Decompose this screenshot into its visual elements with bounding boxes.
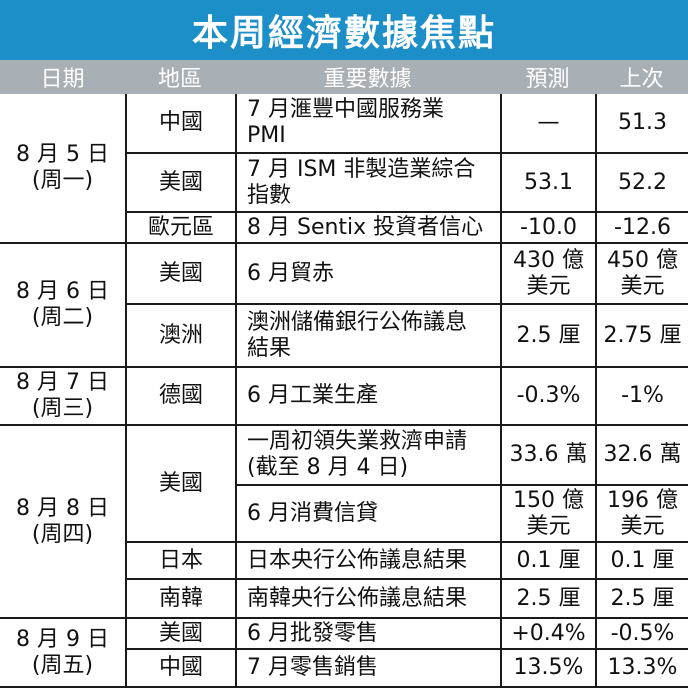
previous-cell: 2.5 厘 <box>610 585 675 611</box>
previous-cell: -12.6 <box>614 214 671 240</box>
data-item-cell: 澳洲儲備銀行公佈議息 結果 <box>247 309 468 361</box>
forecast-cell: 33.6 萬 <box>509 442 588 467</box>
data-item-cell: 6 月貿赤 <box>247 260 334 286</box>
header-data: 重要數據 <box>323 67 412 92</box>
page-title: 本周經濟數據焦點 <box>0 0 688 60</box>
date-cell: 8 月 7 日 (周三) <box>16 370 109 421</box>
previous-cell: 0.1 厘 <box>610 547 675 573</box>
data-item-cell: 8 月 Sentix 投資者信心 <box>247 214 484 240</box>
region-cell: 美國 <box>158 260 203 286</box>
previous-cell: 196 億 美元 <box>607 487 678 539</box>
data-item-cell: 7 月滙豐中國服務業 PMI <box>247 97 444 148</box>
region-cell: 美國 <box>158 470 203 496</box>
forecast-cell: 13.5% <box>513 655 584 680</box>
date-cell: 8 月 8 日 (周四) <box>16 495 109 547</box>
forecast-cell: 0.1 厘 <box>516 547 581 573</box>
data-item-cell: 一周初領失業救濟申請 (截至 8 月 4 日) <box>247 429 468 480</box>
data-item-cell: 6 月批發零售 <box>247 620 378 646</box>
header-forecast: 預測 <box>525 67 570 92</box>
header-region: 地區 <box>157 67 202 92</box>
date-cell: 8 月 6 日 (周二) <box>16 279 109 330</box>
region-cell: 德國 <box>158 383 203 408</box>
region-cell: 歐元區 <box>147 214 214 240</box>
data-item-cell: 6 月工業生產 <box>247 383 378 408</box>
table-header: 日期 地區 重要數據 預測 上次 <box>0 60 688 94</box>
date-cell: 8 月 5 日 (周一) <box>16 142 109 193</box>
forecast-cell: +0.4% <box>511 620 586 646</box>
previous-cell: 51.3 <box>618 110 667 135</box>
region-cell: 中國 <box>158 655 203 680</box>
forecast-cell: 430 億 美元 <box>513 247 584 299</box>
region-cell: 美國 <box>158 169 203 195</box>
data-item-cell: 7 月零售銷售 <box>247 655 378 680</box>
previous-cell: 52.2 <box>618 169 667 195</box>
previous-cell: -1% <box>621 383 664 408</box>
previous-cell: 13.3% <box>607 655 678 680</box>
forecast-cell: 53.1 <box>524 169 573 195</box>
header-date: 日期 <box>40 67 85 92</box>
region-cell: 澳洲 <box>158 322 203 348</box>
header-previous: 上次 <box>619 67 664 92</box>
data-item-cell: 日本央行公佈議息結果 <box>247 547 468 573</box>
data-item-cell: 南韓央行公佈議息結果 <box>247 585 468 611</box>
forecast-cell: — <box>537 110 560 135</box>
previous-cell: -0.5% <box>610 620 675 646</box>
previous-cell: 450 億 美元 <box>607 247 678 299</box>
previous-cell: 32.6 萬 <box>603 442 682 467</box>
date-cell: 8 月 9 日 (周五) <box>16 626 109 678</box>
forecast-cell: 2.5 厘 <box>516 585 581 611</box>
forecast-cell: -0.3% <box>516 383 581 408</box>
forecast-cell: 2.5 厘 <box>516 322 581 348</box>
region-cell: 美國 <box>158 620 203 646</box>
region-cell: 中國 <box>158 110 203 135</box>
region-cell: 日本 <box>158 547 203 573</box>
forecast-cell: 150 億 美元 <box>513 487 584 539</box>
forecast-cell: -10.0 <box>520 214 577 240</box>
previous-cell: 2.75 厘 <box>603 322 682 348</box>
data-item-cell: 7 月 ISM 非製造業綜合 指數 <box>247 156 476 208</box>
region-cell: 南韓 <box>158 585 203 611</box>
data-item-cell: 6 月消費信貸 <box>247 500 378 526</box>
